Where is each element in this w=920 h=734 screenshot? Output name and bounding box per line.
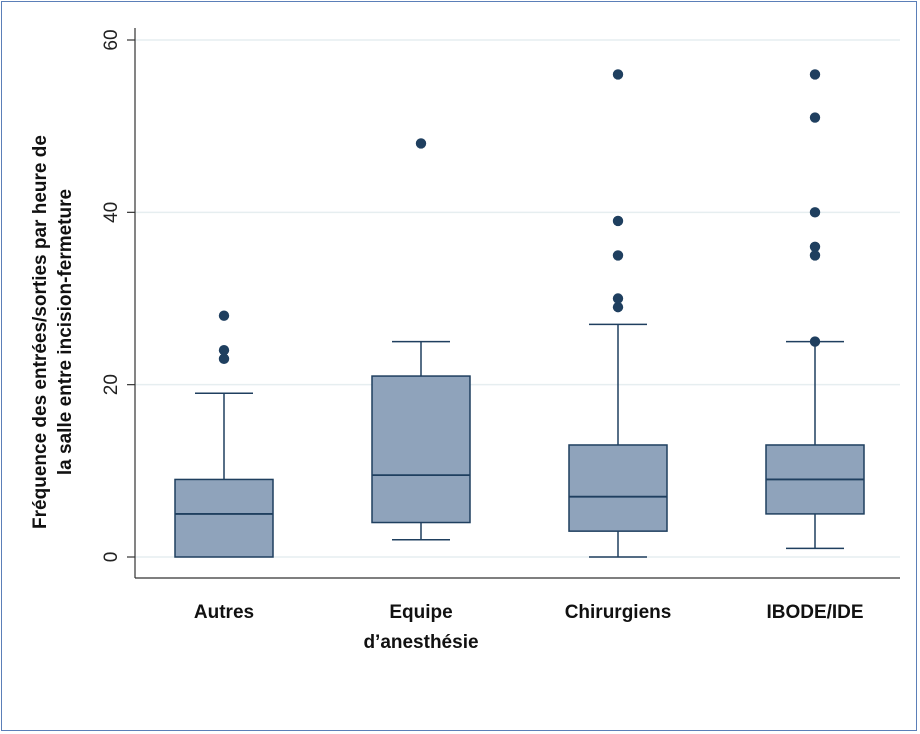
y-tick-label: 20 xyxy=(101,374,122,395)
outlier-point xyxy=(810,207,820,217)
x-category-label: Autres xyxy=(194,602,254,623)
outlier-point xyxy=(810,69,820,79)
y-tick-label: 40 xyxy=(101,202,122,223)
x-category-label: Equipe xyxy=(389,602,452,623)
x-category-label: Chirurgiens xyxy=(565,602,672,623)
outlier-point xyxy=(810,242,820,252)
outlier-point xyxy=(613,250,623,260)
y-tick-label: 60 xyxy=(101,29,122,50)
outlier-point xyxy=(219,345,229,355)
y-axis-label-line-2: la salle entre incision-fermeture xyxy=(53,72,78,592)
x-category-label: IBODE/IDE xyxy=(766,602,863,623)
outlier-point xyxy=(613,216,623,226)
box-iqr xyxy=(569,445,667,531)
y-tick-label: 0 xyxy=(101,552,122,563)
outlier-point xyxy=(613,293,623,303)
outlier-point xyxy=(613,69,623,79)
outlier-point xyxy=(810,336,820,346)
y-axis-label-line-1: Fréquence des entrées/sorties par heure … xyxy=(28,72,53,592)
outlier-point xyxy=(219,311,229,321)
outlier-point xyxy=(810,112,820,122)
box-iqr xyxy=(372,376,470,522)
outlier-point xyxy=(416,138,426,148)
box-iqr xyxy=(175,479,273,557)
x-category-label: d’anesthésie xyxy=(363,632,478,653)
